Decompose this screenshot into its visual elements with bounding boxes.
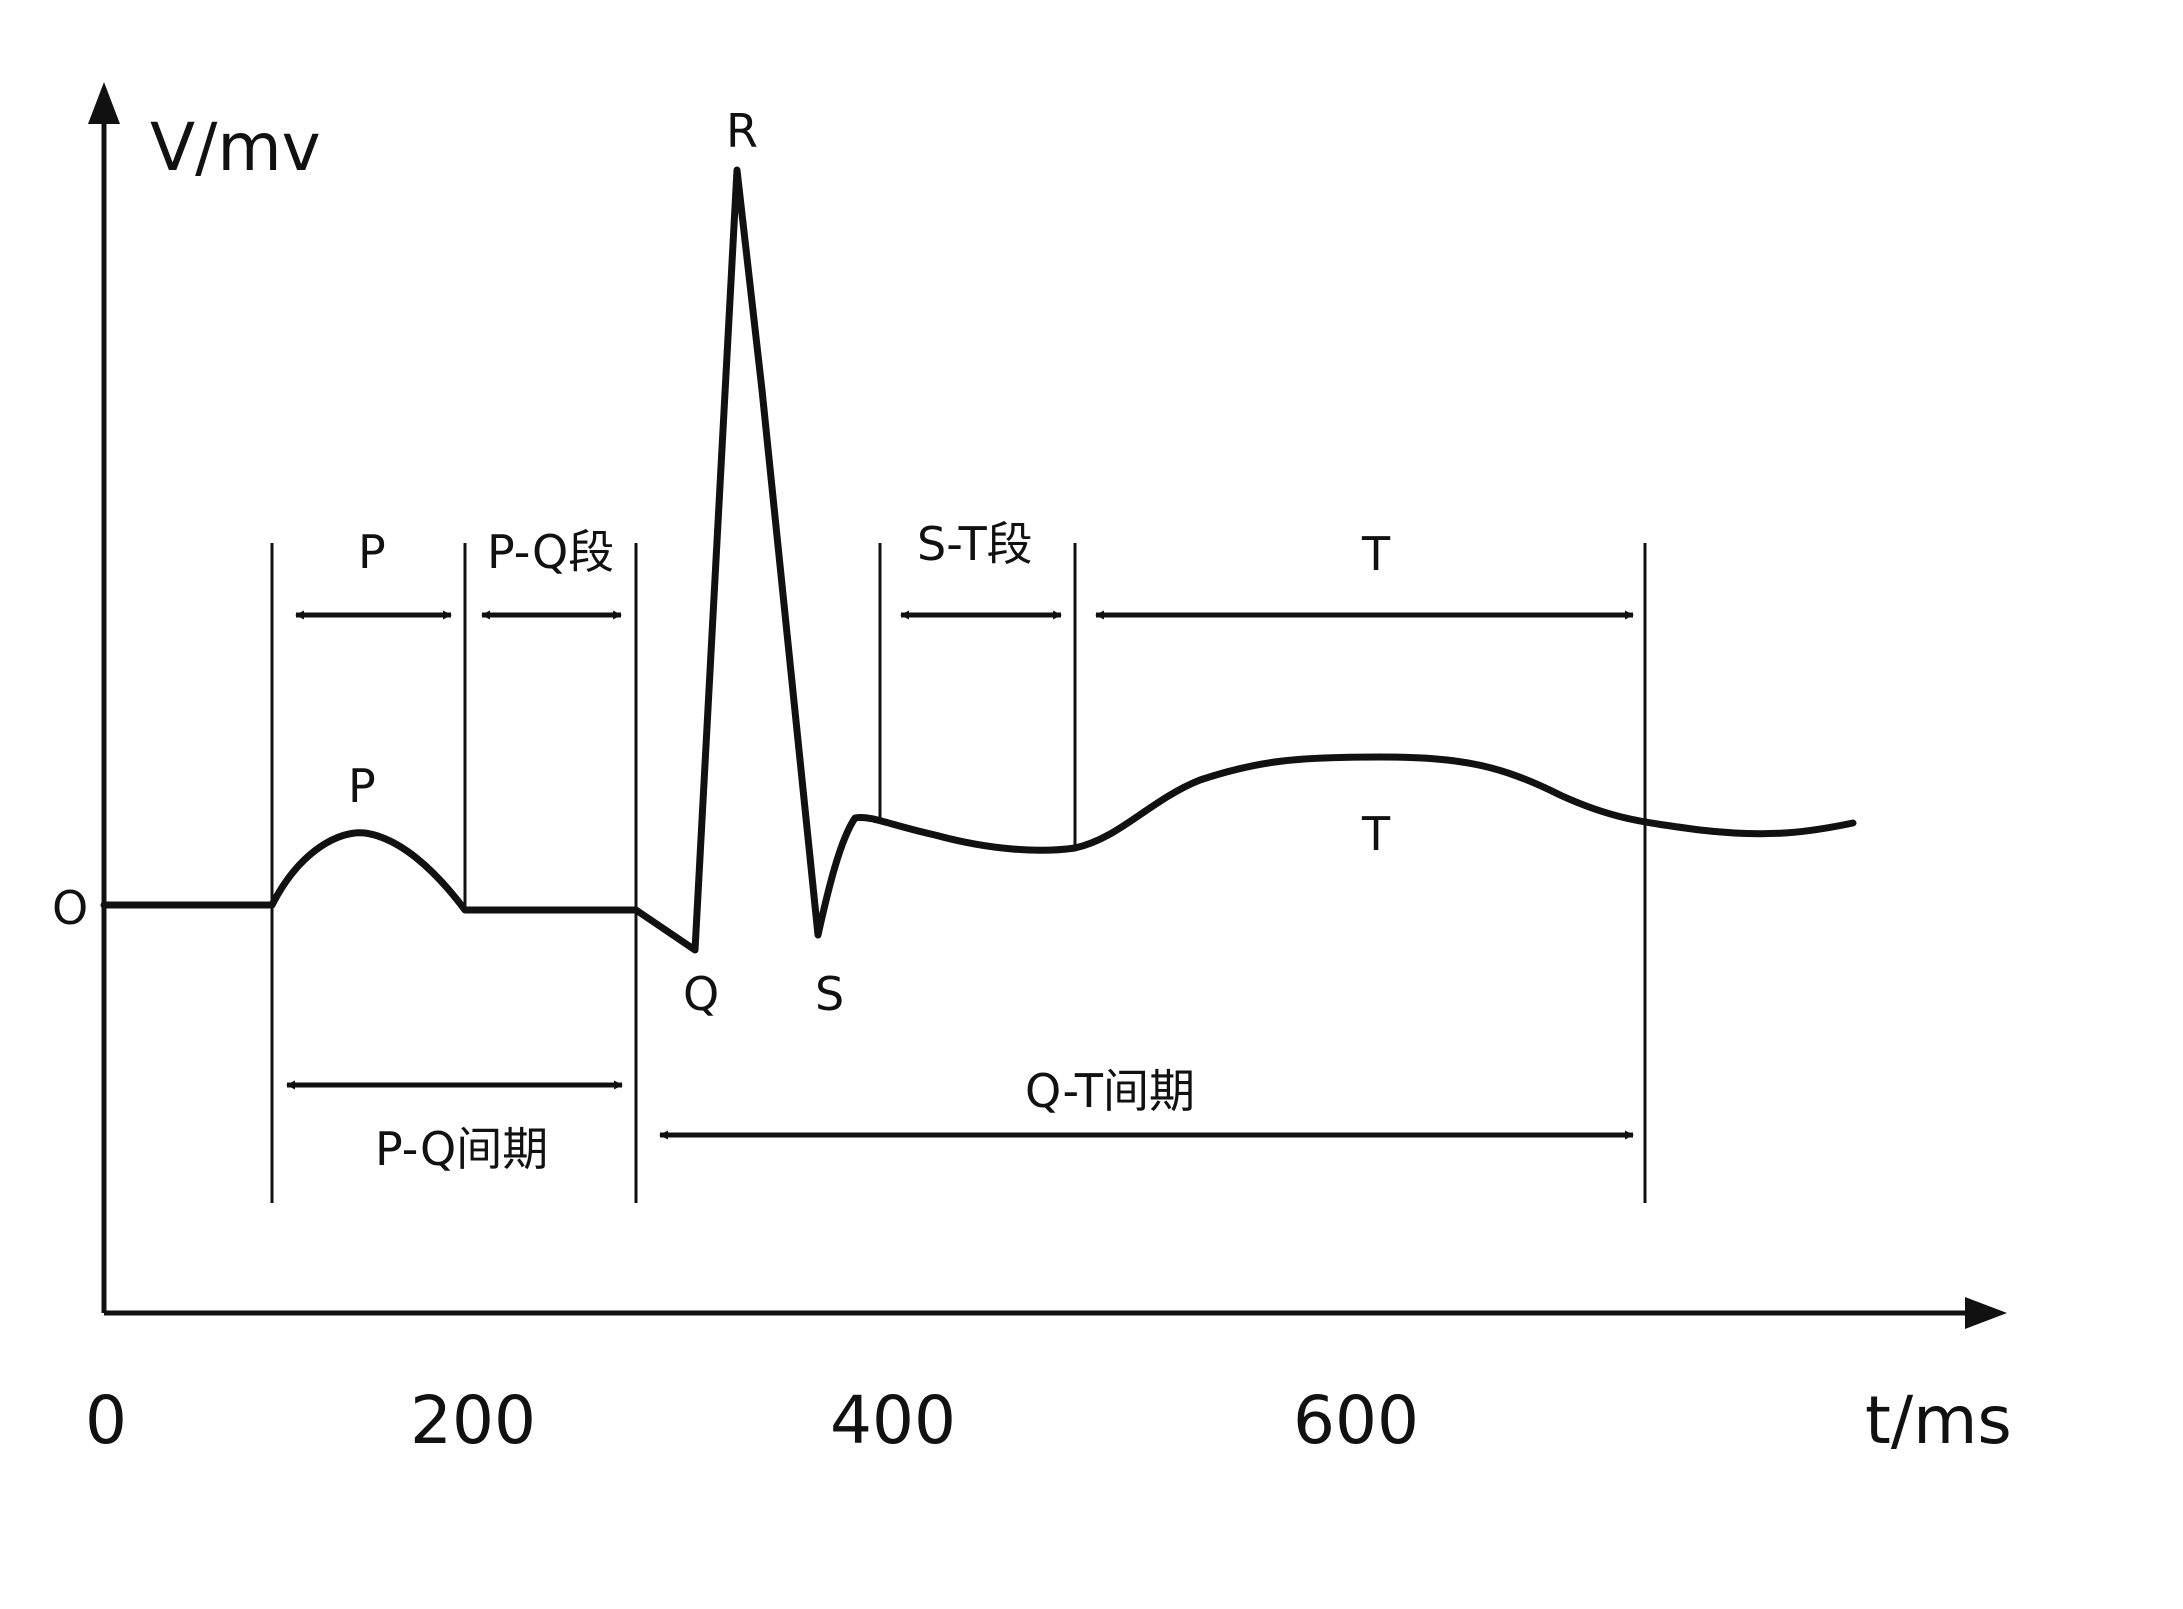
ecg-waveform [100, 166, 1857, 954]
interval-label-st-segment: S-T段 [917, 517, 1033, 571]
x-tick-label: 200 [410, 1382, 536, 1459]
interval-label-pq-segment: P-Q段 [487, 525, 614, 579]
y-axis-arrow-icon [88, 82, 120, 124]
interval-label-t-duration: T [1361, 527, 1391, 581]
wave-label-r: R [726, 104, 758, 158]
interval-label-qt-interval: Q-T间期 [1025, 1064, 1195, 1118]
interval-label-p-duration: P [358, 525, 386, 579]
wave-label-q: Q [683, 967, 719, 1021]
wave-label-p: P [348, 759, 376, 813]
y-axis-label: V/mv [150, 109, 321, 186]
x-tick-label: 600 [1293, 1382, 1419, 1459]
x-axis-arrow-icon [1965, 1297, 2007, 1329]
wave-label-t: T [1361, 807, 1391, 861]
x-axis-label: t/ms [1865, 1382, 2012, 1459]
x-tick-label: 0 [85, 1382, 127, 1459]
x-tick-label: 400 [830, 1382, 956, 1459]
origin-label: O [52, 881, 88, 935]
interval-label-pq-interval: P-Q间期 [375, 1122, 548, 1176]
wave-label-s: S [815, 967, 844, 1021]
